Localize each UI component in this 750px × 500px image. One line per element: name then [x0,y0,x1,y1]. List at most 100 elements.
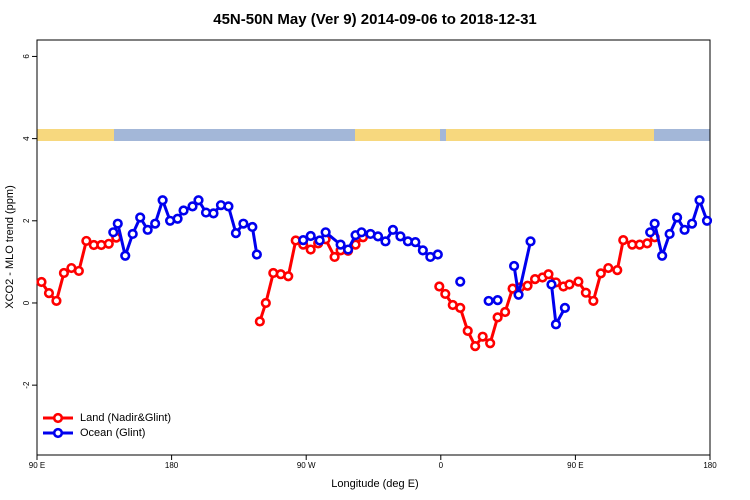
data-point [58,267,70,279]
data-point [588,295,599,307]
legend-marker [52,412,64,424]
data-point [564,279,575,290]
data-point [580,287,591,298]
land-ocean-band [37,129,710,141]
data-point [543,269,554,280]
legend-label: Ocean (Glint) [80,427,145,439]
data-point [223,201,234,212]
data-point [208,208,219,219]
data-point [522,280,533,291]
data-point [254,316,265,327]
data-point [356,227,367,238]
data-point [679,224,690,235]
data-point [305,244,316,255]
ocean-strip [654,129,710,141]
data-point [73,265,84,277]
data-point [178,205,189,216]
data-point [329,251,340,263]
data-point [546,279,557,290]
data-point [298,235,309,246]
data-point [342,244,354,255]
data-point [455,302,466,314]
data-point [492,294,503,306]
y-tick-label: -2 [22,381,31,389]
y-tick-label: 0 [22,300,31,305]
data-point [372,231,384,242]
data-point [483,295,494,307]
x-tick-label: 0 [439,461,444,470]
land-strip [37,129,114,141]
data-point [618,235,629,246]
data-point [694,195,705,206]
data-point [380,236,391,247]
data-point [513,289,524,300]
data-point [455,276,466,287]
land-strip [355,129,440,141]
y-tick-label: 2 [22,218,31,223]
data-point [645,227,656,238]
data-point [120,250,131,261]
data-point [187,201,198,212]
data-point [485,338,496,349]
data-point [283,271,294,282]
data-point [500,306,511,318]
data-point [247,221,258,233]
data-point [81,235,92,247]
x-axis-title: Longitude (deg E) [331,478,418,490]
data-point [108,227,119,238]
data-point [127,228,138,240]
data-point [395,231,406,242]
data-point [112,218,123,229]
data-point [686,218,698,229]
y-tick-label: 4 [22,136,31,141]
chart-title: 45N-50N May (Ver 9) 2014-09-06 to 2018-1… [213,11,537,28]
data-point [649,218,660,229]
data-point [440,288,451,300]
data-point [462,325,473,337]
data-point [410,237,421,248]
data-point [657,250,668,261]
data-point [417,245,428,256]
data-point [251,249,262,260]
data-point [525,236,536,247]
ocean-strip [440,129,446,141]
data-point [432,249,443,260]
x-tick-label: 90 E [29,461,45,470]
data-point [43,288,55,299]
data-point [230,228,242,239]
legend-label: Land (Nadir&Glint) [80,412,171,424]
data-point [671,212,683,223]
x-tick-label: 180 [165,461,179,470]
data-point [470,341,481,352]
x-tick-label: 90 W [297,461,316,470]
data-point [260,297,271,309]
data-point [612,264,623,276]
legend-marker [52,427,64,439]
data-point [477,331,488,342]
y-tick-label: 6 [22,54,31,59]
x-tick-label: 180 [703,461,717,470]
data-point [492,312,503,323]
data-point [150,218,161,229]
data-point [172,213,183,224]
data-point [335,239,346,250]
data-point [314,235,325,246]
data-point [434,281,445,292]
data-point [103,238,114,249]
data-point [664,228,675,240]
data-point [387,224,399,235]
plot-frame [36,39,711,456]
ocean-strip [114,129,355,141]
data-point [157,195,168,206]
data-point [135,212,146,223]
data-point [642,238,653,249]
y-axis-title: XCO2 - MLO trend (ppm) [4,185,16,308]
data-point [595,268,606,279]
data-point [305,230,316,242]
data-point [550,319,562,330]
data-point [142,224,153,235]
data-point [51,295,62,307]
data-point [320,227,331,238]
data-point [603,262,614,274]
